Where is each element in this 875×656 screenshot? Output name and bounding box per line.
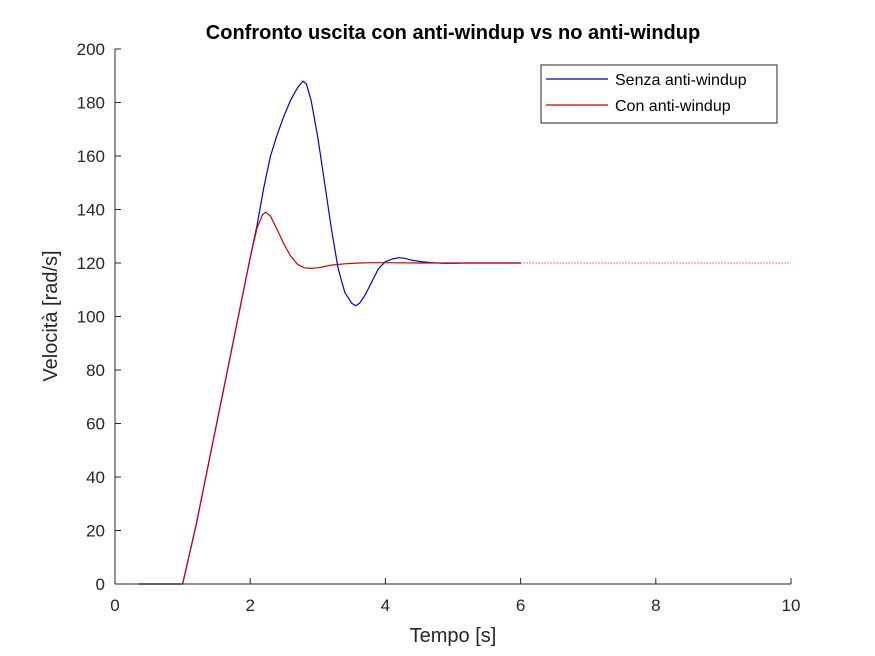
plot-area: 0 2 4 6 8 10 0 20 40 60 80 100 120 140 160 180 200 (77, 40, 801, 615)
y-tick-label: 160 (77, 147, 105, 166)
y-tick-label: 40 (86, 468, 105, 487)
y-tick-label: 120 (77, 254, 105, 273)
series-layer (138, 80, 791, 585)
legend-box (540, 64, 778, 124)
legend-label-con: Con anti-windup (615, 98, 731, 115)
legend: Senza anti-windup Con anti-windup (540, 64, 778, 124)
x-tick-label: 6 (516, 596, 525, 615)
y-tick-label: 80 (86, 361, 105, 380)
y-tick-label: 20 (86, 522, 105, 541)
legend-label-senza: Senza anti-windup (615, 72, 747, 89)
chart-title: Confronto uscita con anti-windup vs no a… (206, 22, 700, 44)
y-tick-label: 60 (86, 415, 105, 434)
x-tick-label: 0 (110, 596, 119, 615)
y-tick-label: 180 (77, 94, 105, 113)
series-line-1 (138, 211, 521, 585)
axes-background (115, 49, 791, 584)
x-tick-label: 2 (245, 596, 254, 615)
x-tick-label: 4 (381, 596, 390, 615)
y-axis-label: Velocità [rad/s] (40, 250, 62, 381)
y-tick-label: 100 (77, 308, 105, 327)
y-tick-label: 0 (96, 575, 105, 594)
y-tick-label: 140 (77, 201, 105, 220)
y-ticks: 0 20 40 60 80 100 120 140 160 180 200 (77, 40, 121, 594)
x-tick-label: 10 (782, 596, 801, 615)
y-tick-label: 200 (77, 40, 105, 59)
x-ticks: 0 2 4 6 8 10 (110, 578, 800, 615)
x-axis-label: Tempo [s] (410, 625, 497, 647)
x-tick-label: 8 (651, 596, 660, 615)
